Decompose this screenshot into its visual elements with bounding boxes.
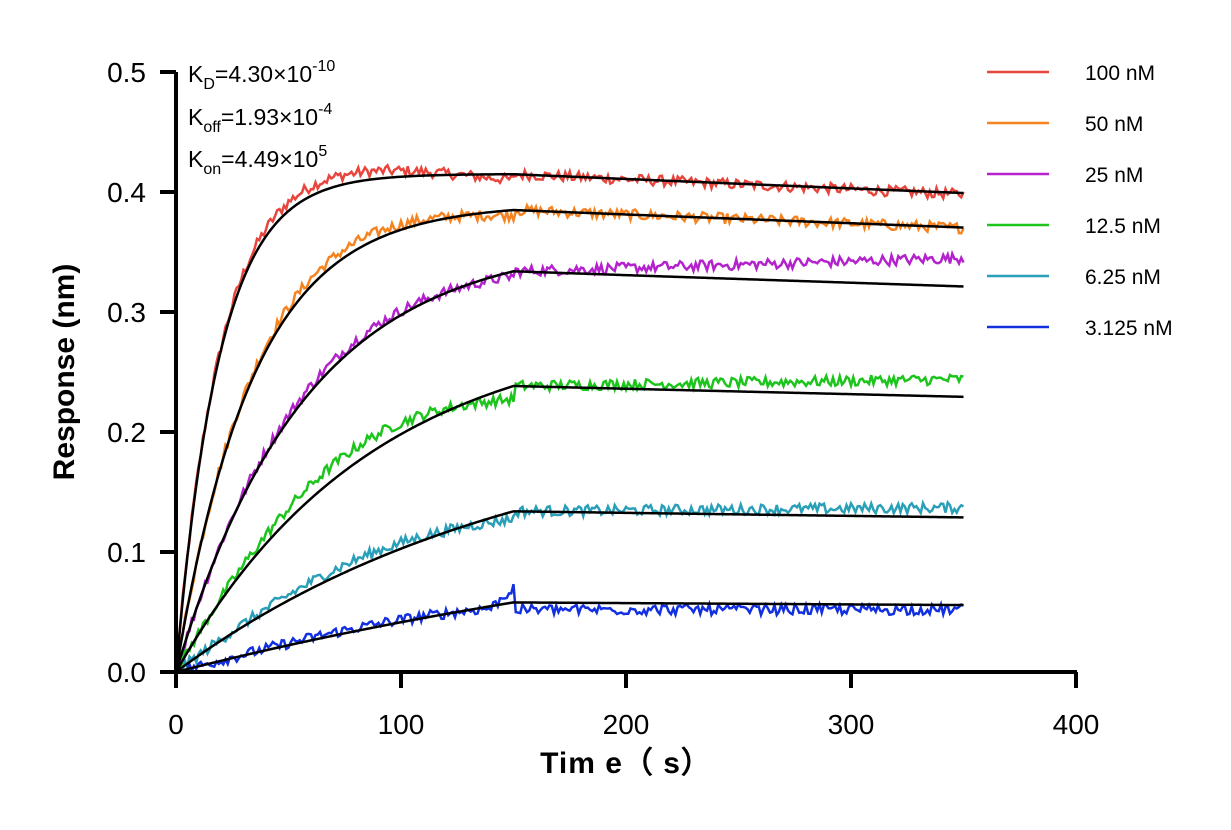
kinetics-annotations: KD=4.30×10-10 Koff=1.93×10-4 Kon=4.49×10… [188, 58, 335, 178]
fit-curve [174, 208, 964, 673]
y-tick-label: 0.0 [107, 657, 146, 688]
data-series-line [174, 163, 965, 673]
legend-label: 12.5 nM [1085, 215, 1161, 238]
koff-annotation: Koff=1.93×10-4 [188, 101, 332, 136]
data-series-line [175, 583, 965, 675]
y-tick-label: 0.5 [107, 57, 146, 88]
y-tick-label: 0.4 [107, 177, 146, 208]
kon-annotation: Kon=4.49×105 [188, 143, 327, 178]
data-series-line [176, 371, 964, 674]
ticks-layer: 0 100 200 300 400 0.0 0.1 0.2 0.3 0.4 0.5 [107, 57, 1099, 740]
fit-curve [174, 270, 964, 673]
y-tick-label: 0.2 [107, 417, 146, 448]
legend-label: 100 nM [1085, 62, 1155, 85]
data-series-line [175, 499, 965, 674]
legend: 100 nM 50 nM 25 nM 12.5 nM 6.25 nM 3.125 nM [987, 62, 1173, 340]
legend-label: 50 nM [1085, 113, 1143, 136]
x-tick-label: 200 [603, 709, 650, 740]
fit-curve [174, 384, 964, 673]
y-tick-label: 0.1 [107, 537, 146, 568]
y-axis-title: Response (nm) [48, 264, 81, 481]
x-tick-label: 0 [168, 709, 184, 740]
kd-annotation: KD=4.30×10-10 [188, 58, 335, 93]
x-tick-label: 100 [378, 709, 425, 740]
data-series-line [174, 202, 965, 673]
fit-curve [175, 510, 964, 674]
legend-label: 25 nM [1085, 164, 1143, 187]
fit-curve [175, 601, 964, 674]
y-tick-label: 0.3 [107, 297, 146, 328]
x-axis-title: Tim e（ s） [540, 746, 712, 780]
fit-layer [174, 172, 964, 674]
x-tick-label: 300 [828, 709, 875, 740]
fit-curve [174, 172, 964, 673]
legend-label: 6.25 nM [1085, 266, 1161, 289]
legend-label: 3.125 nM [1085, 317, 1173, 340]
data-series-line [175, 249, 965, 673]
data-layer [174, 163, 965, 675]
x-tick-label: 400 [1053, 709, 1100, 740]
